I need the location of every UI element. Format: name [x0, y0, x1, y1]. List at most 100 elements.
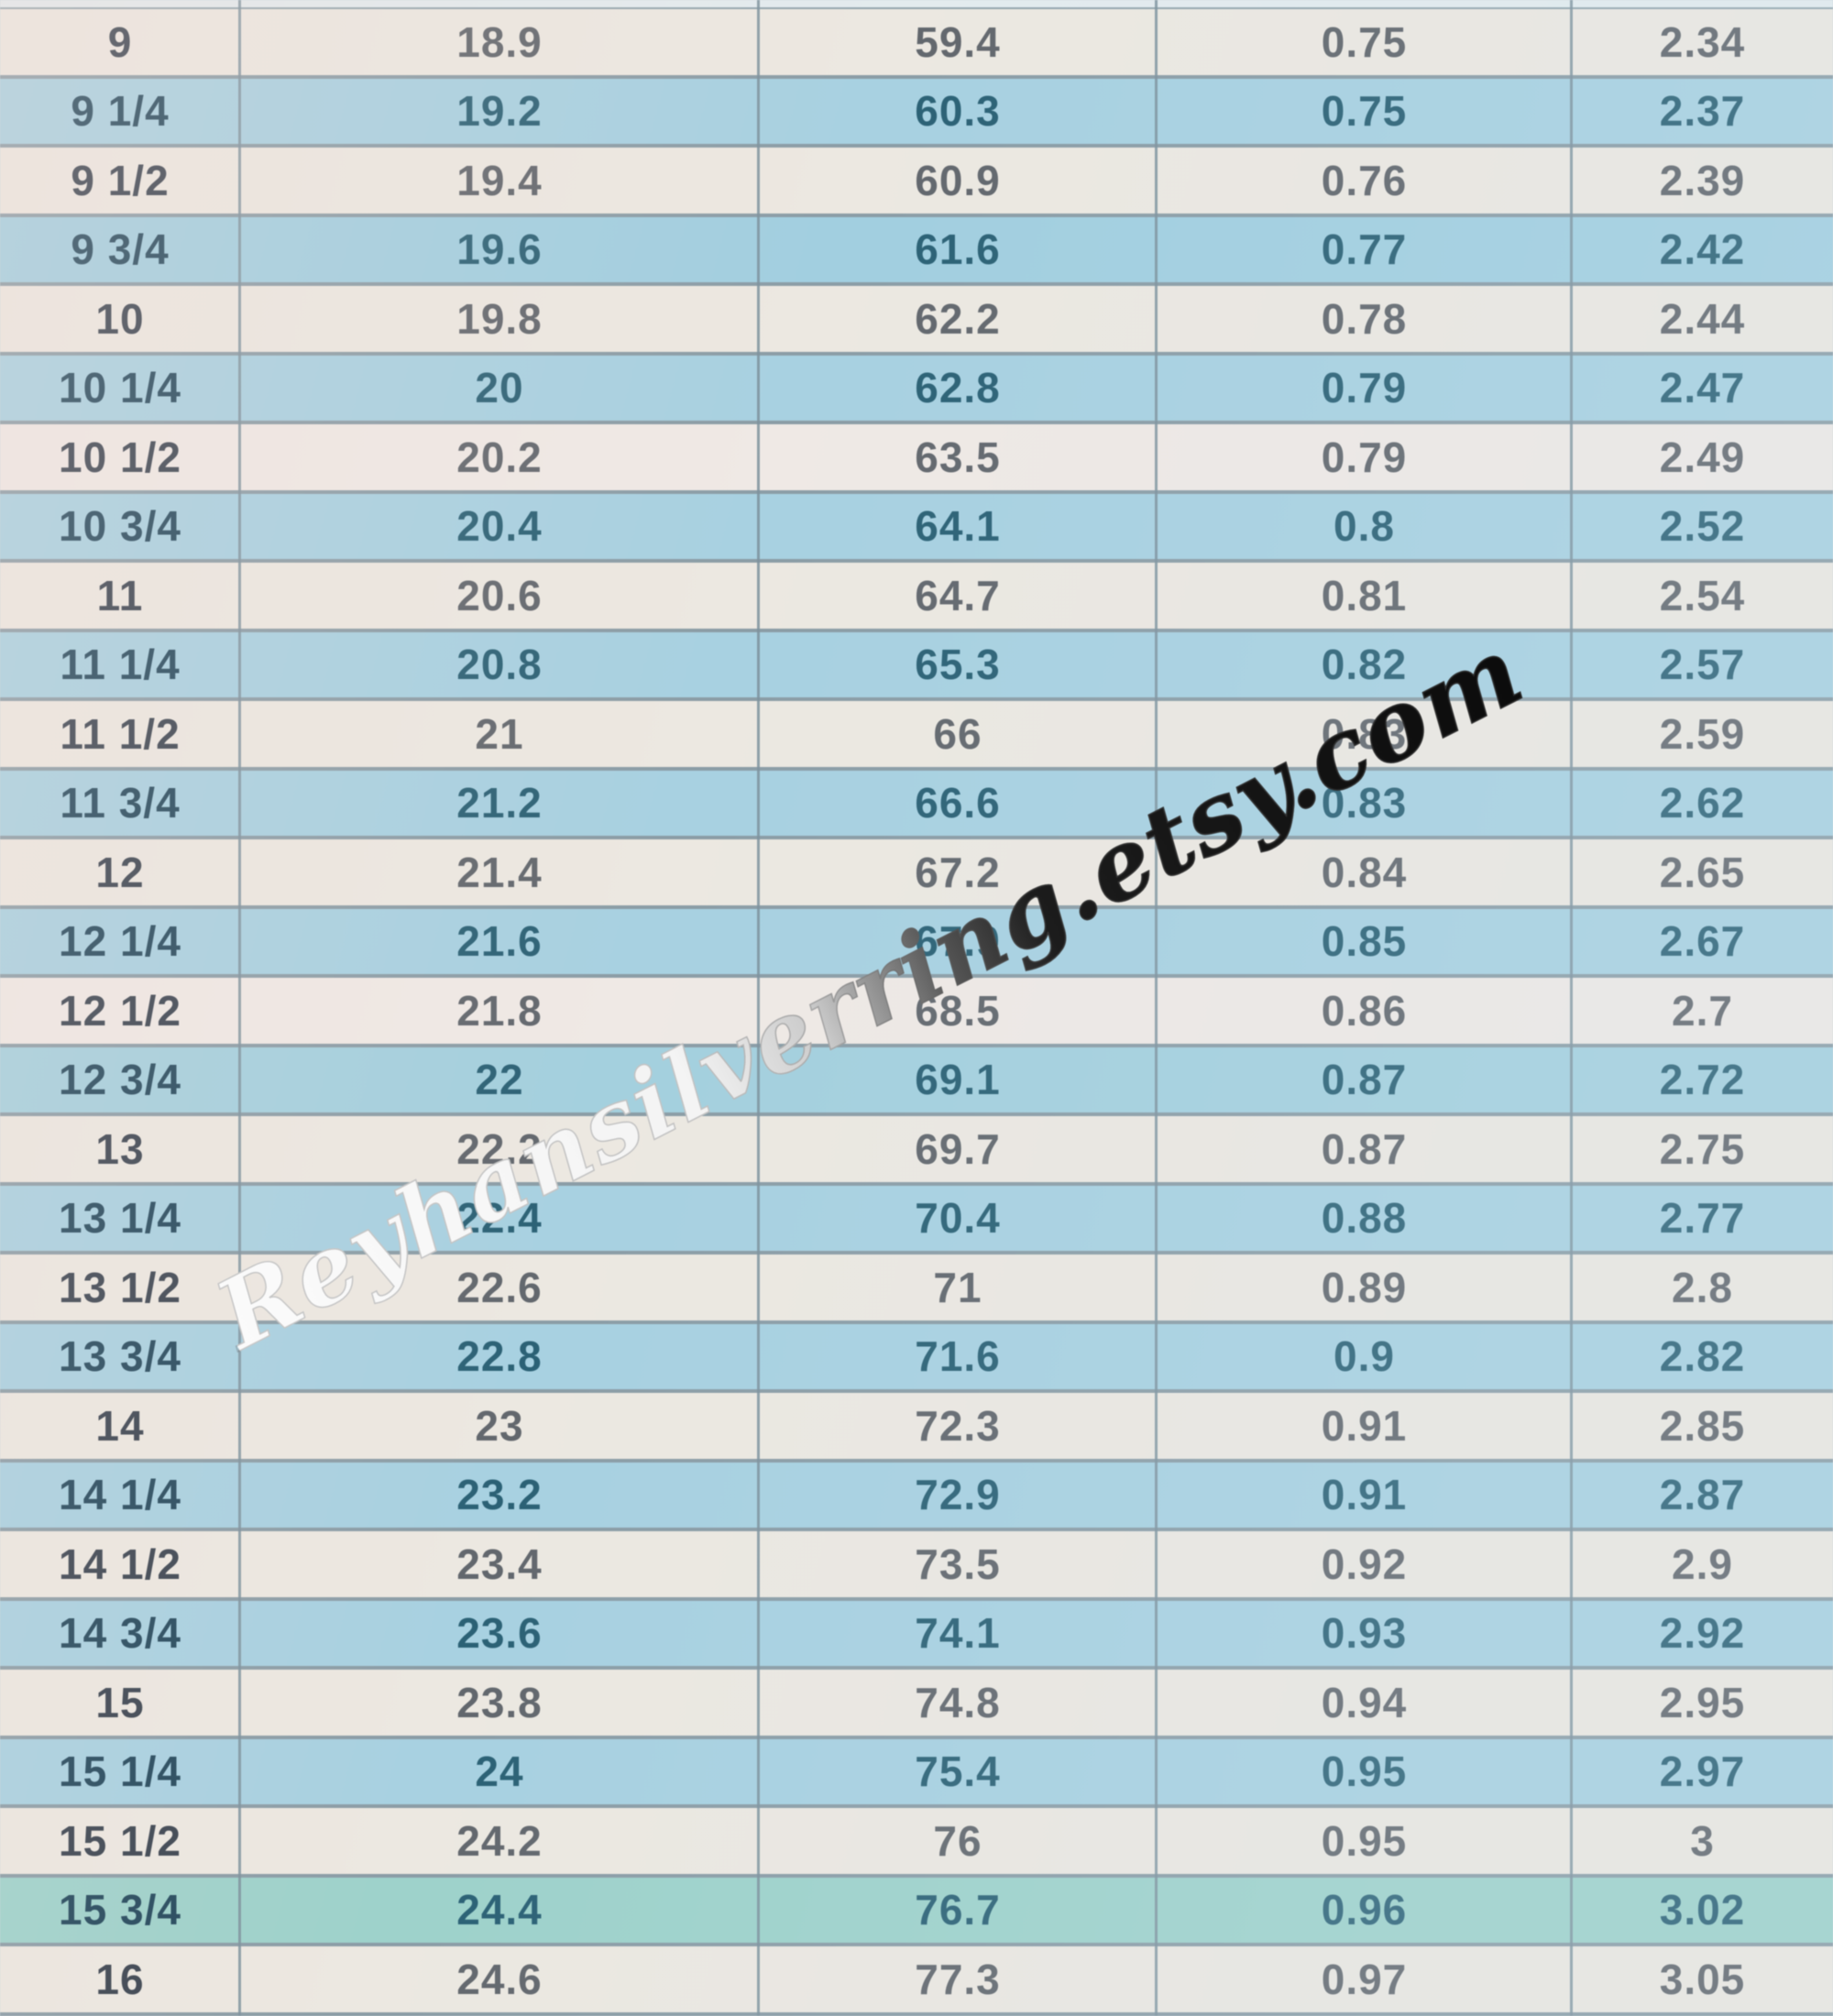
cell-ring-size: 9 1/4 — [71, 87, 170, 136]
cell-circumference-inch: 2.8 — [1672, 1263, 1733, 1311]
cell-diameter-inch: 0.87 — [1321, 1056, 1408, 1104]
table-row: 14 1/4 23.2 72.9 0.91 2.87 — [0, 1462, 1833, 1531]
cell-circumference-mm: 74.1 — [915, 1609, 1001, 1658]
cell-diameter-mm: 21.4 — [456, 848, 543, 896]
cell-ring-size: 10 3/4 — [59, 502, 181, 551]
cell-circumference-inch: 2.95 — [1659, 1678, 1746, 1726]
cell-diameter-inch: 0.81 — [1321, 571, 1408, 619]
cell-ring-size: 16 — [95, 1955, 145, 2003]
cell-circumference-inch: 2.59 — [1659, 709, 1746, 758]
cell-circumference-mm: 69.1 — [915, 1056, 1001, 1104]
cell-circumference-inch: 2.44 — [1659, 294, 1746, 343]
cell-diameter-mm: 18.9 — [456, 17, 543, 66]
cell-diameter-inch: 0.95 — [1321, 1748, 1408, 1796]
table-row: 14 1/2 23.4 73.5 0.92 2.9 — [0, 1531, 1833, 1601]
cell-diameter-inch: 0.8 — [1334, 502, 1395, 551]
table-row: 11 20.6 64.7 0.81 2.54 — [0, 563, 1833, 632]
table-row: 10 19.8 62.2 0.78 2.44 — [0, 286, 1833, 356]
table-row: 9 1/2 19.4 60.9 0.76 2.39 — [0, 148, 1833, 217]
cell-diameter-mm: 23.4 — [456, 1539, 543, 1588]
cell-circumference-inch: 2.85 — [1659, 1401, 1746, 1450]
cell-circumference-mm: 77.3 — [915, 1955, 1001, 2003]
cell-circumference-mm: 64.1 — [915, 502, 1001, 551]
cell-diameter-mm: 22 — [475, 1056, 524, 1104]
cell-diameter-inch: 0.93 — [1321, 1609, 1408, 1658]
table-row: 13 3/4 22.8 71.6 0.9 2.82 — [0, 1323, 1833, 1393]
cell-diameter-inch: 0.91 — [1321, 1471, 1408, 1519]
cell-diameter-inch: 0.92 — [1321, 1539, 1408, 1588]
table-row: 9 18.9 59.4 0.75 2.34 — [0, 9, 1833, 79]
cell-circumference-inch: 2.62 — [1659, 779, 1746, 827]
cell-circumference-mm: 66 — [933, 709, 982, 758]
cell-diameter-mm: 23 — [475, 1401, 524, 1450]
cell-ring-size: 12 3/4 — [59, 1056, 181, 1104]
table-row: 10 1/4 20 62.8 0.79 2.47 — [0, 355, 1833, 424]
cell-ring-size: 14 3/4 — [59, 1609, 181, 1658]
table-row: 11 3/4 21.2 66.6 0.83 2.62 — [0, 770, 1833, 839]
cell-ring-size: 13 1/4 — [59, 1194, 181, 1243]
cell-circumference-inch: 2.52 — [1659, 502, 1746, 551]
table-row: 11 1/2 21 66 0.83 2.59 — [0, 701, 1833, 771]
cell-ring-size: 13 — [95, 1124, 145, 1173]
cell-circumference-inch: 2.47 — [1659, 364, 1746, 412]
table-row: 13 1/2 22.6 71 0.89 2.8 — [0, 1255, 1833, 1324]
cell-ring-size: 12 1/2 — [59, 986, 181, 1035]
cell-circumference-inch: 2.54 — [1659, 571, 1746, 619]
cell-diameter-inch: 0.9 — [1334, 1332, 1395, 1381]
cell-ring-size: 11 1/4 — [60, 641, 181, 689]
cell-diameter-mm: 24 — [475, 1748, 524, 1796]
cell-diameter-inch: 0.83 — [1157, 771, 1572, 837]
cell-diameter-mm: 21.6 — [456, 917, 543, 966]
cell-diameter-inch: 0.79 — [1321, 364, 1408, 412]
cell-diameter-mm: 22.6 — [456, 1263, 543, 1311]
cell-circumference-inch: 2.9 — [1672, 1539, 1733, 1588]
column-divider-3 — [1155, 0, 1158, 2016]
cell-circumference-inch: 2.75 — [1659, 1124, 1746, 1173]
column-divider-4 — [1570, 0, 1573, 2016]
cell-circumference-inch: 2.67 — [1659, 917, 1746, 966]
cell-circumference-inch: 2.87 — [1659, 1471, 1746, 1519]
column-divider-1 — [238, 0, 241, 2016]
cell-circumference-mm: 59.4 — [915, 17, 1001, 66]
cell-circumference-mm: 73.5 — [915, 1539, 1001, 1588]
cell-circumference-mm: 60.9 — [915, 156, 1001, 204]
cell-circumference-inch: 2.72 — [1659, 1056, 1746, 1104]
cell-diameter-mm: 21.8 — [456, 986, 543, 1035]
cell-diameter-mm: 21.2 — [456, 779, 543, 827]
cell-diameter-inch: 0.87 — [1321, 1124, 1408, 1173]
cell-diameter-mm: 20.4 — [456, 502, 543, 551]
cell-diameter-mm: 24.2 — [456, 1816, 543, 1865]
cell-circumference-inch: 2.42 — [1659, 225, 1746, 274]
cell-diameter-mm: 24.6 — [456, 1955, 543, 2003]
cell-diameter-inch: 0.91 — [1321, 1401, 1408, 1450]
cell-diameter-inch: 0.97 — [1321, 1955, 1408, 2003]
table-row: 12 3/4 22 69.1 0.87 2.72 — [0, 1046, 1833, 1116]
cell-circumference-mm: 61.6 — [915, 225, 1001, 274]
cell-diameter-mm: 19.2 — [456, 87, 543, 136]
table-row: 9 1/4 19.2 60.3 0.75 2.37 — [0, 78, 1833, 148]
cropped-row-edge — [0, 0, 1833, 9]
cell-circumference-mm: 69.7 — [915, 1124, 1001, 1173]
cell-ring-size: 10 1/2 — [59, 433, 181, 481]
table-row: 12 1/2 21.8 68.5 0.86 2.7 — [0, 978, 1833, 1047]
cell-diameter-inch: 0.75 — [1321, 87, 1408, 136]
cell-diameter-mm: 23.2 — [456, 1471, 543, 1519]
cell-ring-size: 14 1/2 — [59, 1539, 181, 1588]
cell-diameter-inch: 0.85 — [1321, 917, 1408, 966]
cell-diameter-inch: 0.86 — [1321, 986, 1408, 1035]
cell-circumference-mm: 63.5 — [915, 433, 1001, 481]
cell-circumference-mm: 74.8 — [915, 1678, 1001, 1726]
cell-diameter-mm: 21 — [475, 709, 524, 758]
table-row: 10 1/2 20.2 63.5 0.79 2.49 — [0, 424, 1833, 494]
cell-circumference-inch: 2.65 — [1659, 848, 1746, 896]
cell-ring-size: 15 1/4 — [59, 1748, 181, 1796]
cell-ring-size: 9 1/2 — [71, 156, 170, 204]
cell-circumference-mm: 70.4 — [915, 1194, 1001, 1243]
cell-circumference-mm: 71 — [933, 1263, 982, 1311]
cell-circumference-inch: 2.49 — [1659, 433, 1746, 481]
cell-circumference-inch: 3 — [1690, 1816, 1715, 1865]
cell-circumference-inch: 2.97 — [1659, 1748, 1746, 1796]
cell-diameter-mm: 23.8 — [456, 1678, 543, 1726]
size-table-body: 9 18.9 59.4 0.75 2.34 9 1/4 19.2 60.3 0.… — [0, 9, 1833, 2016]
